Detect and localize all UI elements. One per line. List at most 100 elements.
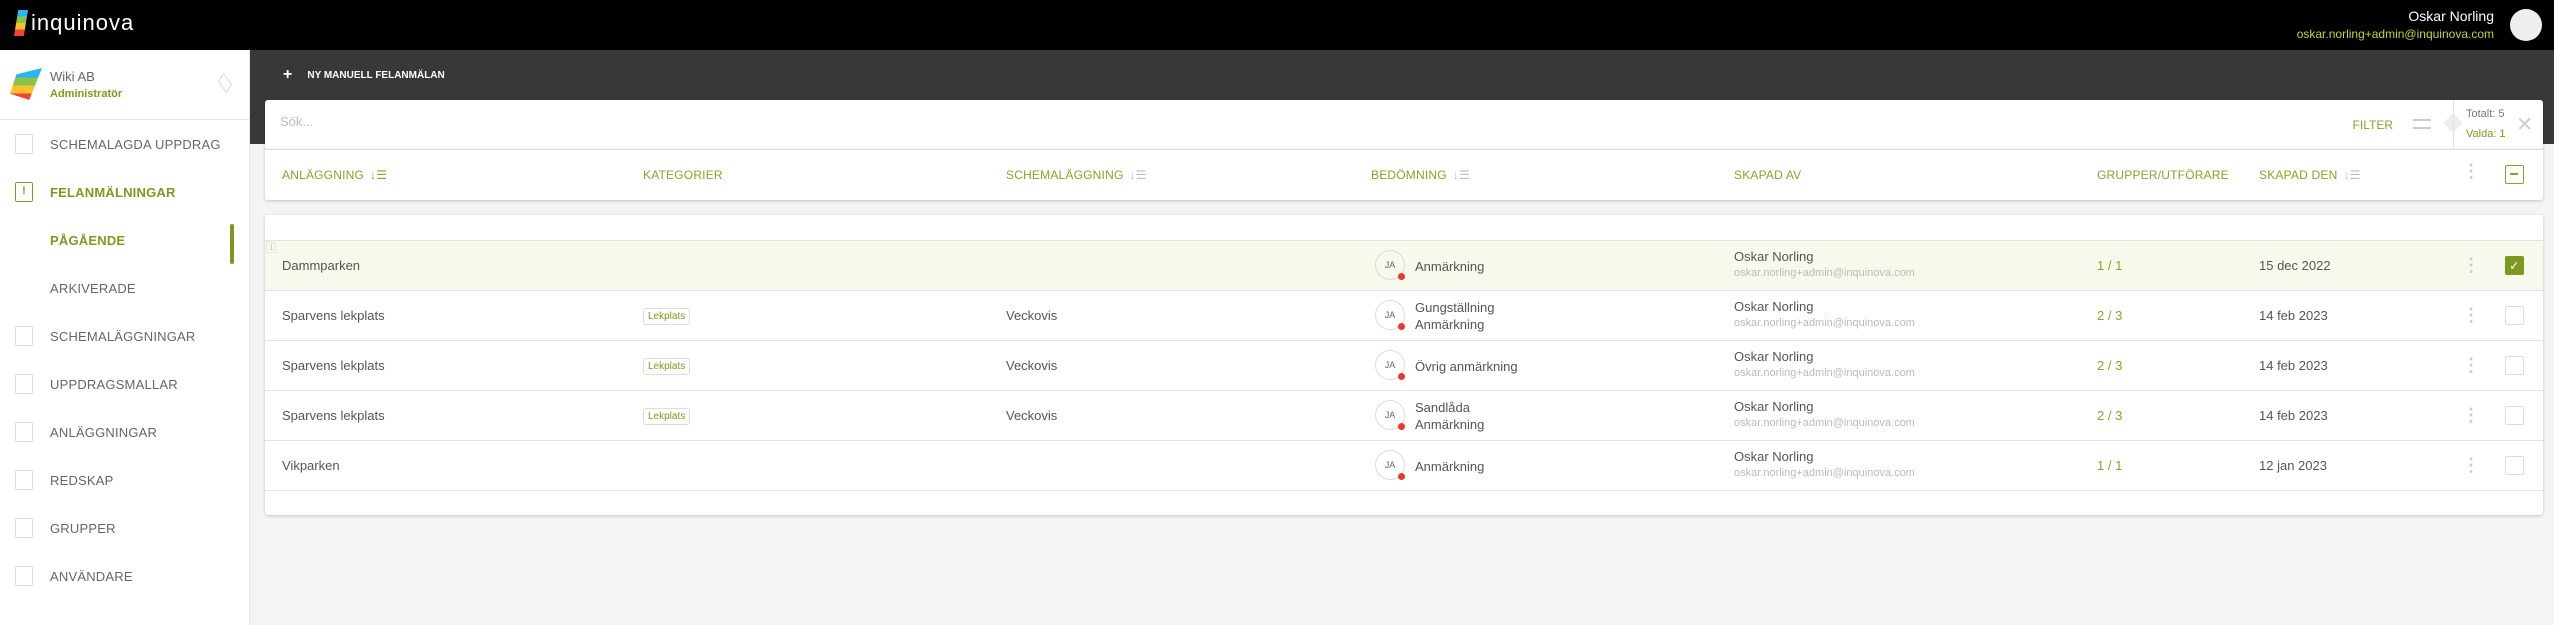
created-date: 14 feb 2023	[2259, 408, 2328, 423]
sidebar-item-anläggningar[interactable]: ANLÄGGNINGAR	[0, 408, 250, 456]
clipboard-list-icon	[15, 134, 33, 154]
column-label: SKAPAD DEN	[2259, 168, 2338, 182]
table-row[interactable]: 1 Dammparken JA Anmärkning Oskar Norling oska…	[265, 240, 2543, 290]
org-role: Administratör	[50, 88, 123, 100]
assessment-cell: Anmärkning	[1415, 458, 1484, 475]
more-vert-icon[interactable]: ⋮	[2462, 405, 2480, 425]
filter-button[interactable]: FILTER	[2352, 118, 2393, 132]
sidebar-item-uppdragsmallar[interactable]: UPPDRAGSMALLAR	[0, 360, 250, 408]
select-all-checkbox[interactable]	[2505, 165, 2524, 184]
assessment-item: Gungställning	[1415, 300, 1495, 315]
close-icon[interactable]: ✕	[2516, 114, 2533, 136]
sort-icon[interactable]: ↓☰	[370, 168, 388, 182]
creator-name: Oskar Norling	[1734, 349, 1814, 364]
groups-cell: 2 / 3	[2097, 408, 2123, 423]
column-header: GRUPPER/UTFÖRARE	[2097, 168, 2229, 182]
selected-count: Valda: 1	[2466, 128, 2506, 140]
sort-icon[interactable]: ↓☰	[1452, 168, 1470, 182]
sidebar-item-arkiverade[interactable]: ARKIVERADE	[0, 264, 250, 312]
status-dot	[1398, 473, 1405, 480]
filter-icon[interactable]	[2413, 119, 2431, 129]
avatar[interactable]	[2510, 9, 2542, 41]
building-icon	[15, 422, 33, 442]
more-vert-icon[interactable]: ⋮	[2462, 455, 2480, 475]
creator-email: oskar.norling+admin@inquinova.com	[1734, 317, 1915, 329]
column-label: ANLÄGGNING	[282, 168, 365, 182]
brand-logo[interactable]: inquinova	[14, 10, 134, 36]
sidebar-item-label: FELANMÄLNINGAR	[50, 184, 176, 200]
sidebar-item-label: ANVÄNDARE	[50, 568, 133, 584]
assignee-avatar: JA	[1375, 350, 1405, 380]
search-bar: FILTER Totalt: 5 Valda: 1 ✕	[265, 100, 2543, 150]
more-vert-icon[interactable]: ⋮	[2462, 161, 2480, 181]
more-vert-icon[interactable]: ⋮	[2462, 305, 2480, 325]
sidebar-item-grupper[interactable]: GRUPPER	[0, 504, 250, 552]
creator-cell: Oskar Norling oskar.norling+admin@inquino…	[1734, 349, 1915, 379]
column-header[interactable]: ANLÄGGNING ↓☰	[282, 168, 387, 182]
brand-name: inquinova	[31, 10, 135, 35]
row-checkbox[interactable]	[2505, 406, 2524, 425]
org-name: Wiki AB	[50, 69, 95, 84]
row-checkbox[interactable]	[2505, 306, 2524, 325]
table-row[interactable]: Sparvens lekplats Lekplats Veckovis JA Gungs…	[265, 290, 2543, 340]
sidebar-item-felanmälningar[interactable]: ! FELANMÄLNINGAR	[0, 168, 250, 216]
sidebar-item-pågående[interactable]: PÅGÅENDE	[0, 216, 250, 264]
table-row[interactable]: Vikparken JA Anmärkning Oskar Norling oskar.…	[265, 440, 2543, 490]
assignee-avatar: JA	[1375, 300, 1405, 330]
user-info[interactable]: Oskar Norling oskar.norling+admin@inquin…	[2297, 8, 2494, 41]
facility-cell: Sparvens lekplats	[282, 408, 385, 423]
row-checkbox[interactable]	[2505, 356, 2524, 375]
creator-cell: Oskar Norling oskar.norling+admin@inquino…	[1734, 449, 1915, 479]
org-header: Wiki AB Administratör	[0, 50, 249, 120]
assessment-item: Sandlåda	[1415, 400, 1470, 415]
groups-cell: 1 / 1	[2097, 458, 2123, 473]
total-count: Totalt: 5	[2466, 108, 2505, 120]
schedule-cell: Veckovis	[1006, 408, 1058, 423]
assessment-item: Anmärkning	[1415, 317, 1485, 332]
sidebar-item-label: UPPDRAGSMALLAR	[50, 376, 178, 392]
assessment-cell: Övrig anmärkning	[1415, 358, 1518, 375]
column-header: SKAPAD AV	[1734, 168, 1801, 182]
table-row[interactable]: Sparvens lekplats Lekplats Veckovis JA Övrig…	[265, 340, 2543, 390]
more-vert-icon[interactable]: ⋮	[2462, 355, 2480, 375]
category-tag: Lekplats	[643, 308, 691, 325]
assessment-item: Anmärkning	[1415, 459, 1485, 474]
assignee-avatar: JA	[1375, 450, 1405, 480]
creator-cell: Oskar Norling oskar.norling+admin@inquino…	[1734, 399, 1915, 429]
sort-icon[interactable]: ↓☰	[1129, 168, 1147, 182]
assignee-avatar: JA	[1375, 250, 1405, 280]
layers-icon[interactable]	[218, 73, 232, 93]
search-input[interactable]	[280, 114, 880, 129]
creator-cell: Oskar Norling oskar.norling+admin@inquino…	[1734, 249, 1915, 279]
column-header[interactable]: BEDÖMNING ↓☰	[1371, 168, 1470, 182]
reports-table: 1 Dammparken JA Anmärkning Oskar Norling oska…	[265, 215, 2543, 515]
column-header[interactable]: SKAPAD DEN ↓☰	[2259, 168, 2361, 182]
user-name: Oskar Norling	[2408, 8, 2494, 24]
assessment-cell: Anmärkning	[1415, 258, 1484, 275]
sidebar-item-redskap[interactable]: REDSKAP	[0, 456, 250, 504]
row-checkbox[interactable]	[2505, 456, 2524, 475]
table-row[interactable]: Sparvens lekplats Lekplats Veckovis JA Sandl…	[265, 390, 2543, 440]
row-checkbox[interactable]: ✓	[2505, 256, 2524, 275]
groups-cell: 2 / 3	[2097, 358, 2123, 373]
sort-icon[interactable]: ↓☰	[2343, 168, 2361, 182]
more-vert-icon[interactable]: ⋮	[2462, 255, 2480, 275]
facility-cell: Dammparken	[282, 258, 361, 273]
column-label: SKAPAD AV	[1734, 168, 1802, 182]
sidebar-item-schemaläggningar[interactable]: SCHEMALÄGGNINGAR	[0, 312, 250, 360]
creator-cell: Oskar Norling oskar.norling+admin@inquino…	[1734, 299, 1915, 329]
column-header[interactable]: SCHEMALÄGGNING ↓☰	[1006, 168, 1147, 182]
column-label: GRUPPER/UTFÖRARE	[2097, 168, 2229, 182]
sidebar-item-användare[interactable]: ANVÄNDARE	[0, 552, 250, 600]
new-manual-report-button[interactable]: + NY MANUELL FELANMÄLAN	[283, 66, 445, 84]
selection-counts: Totalt: 5 Valda: 1 ✕	[2453, 100, 2543, 150]
sidebar-item-label: GRUPPER	[50, 520, 116, 536]
sidebar-item-label: SCHEMALAGDA UPPDRAG	[50, 136, 221, 152]
category-tag: Lekplats	[643, 358, 691, 375]
row-number: 1	[266, 242, 277, 253]
facility-cell: Sparvens lekplats	[282, 308, 385, 323]
sidebar-item-schemalagdauppdrag[interactable]: SCHEMALAGDA UPPDRAG	[0, 120, 250, 168]
assessment-cell: Sandlåda Anmärkning	[1415, 399, 1484, 433]
tools-icon	[15, 470, 33, 490]
sidebar-item-label: ANLÄGGNINGAR	[50, 424, 158, 440]
